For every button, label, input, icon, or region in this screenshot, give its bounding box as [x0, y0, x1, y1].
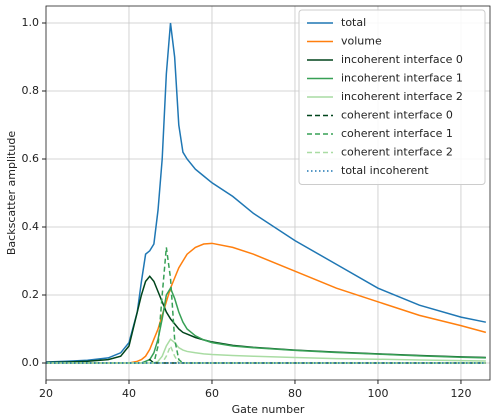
- x-tick-label: 120: [450, 387, 471, 400]
- x-tick-label: 40: [122, 387, 136, 400]
- y-tick-label: 0.0: [22, 356, 40, 369]
- legend-label: incoherent interface 1: [341, 72, 463, 85]
- y-axis-label: Backscatter amplitude: [5, 131, 18, 255]
- y-tick-label: 0.2: [22, 288, 40, 301]
- legend-label: total incoherent: [341, 164, 429, 177]
- x-tick-label: 60: [205, 387, 219, 400]
- series-line: [45, 275, 486, 364]
- series-line: [46, 344, 486, 364]
- x-axis-label: Gate number: [232, 403, 305, 416]
- legend-label: incoherent interface 0: [341, 53, 463, 66]
- legend-label: coherent interface 2: [341, 146, 453, 159]
- y-tick-label: 0.8: [22, 84, 40, 97]
- legend-label: volume: [341, 35, 382, 48]
- legend-label: coherent interface 1: [341, 127, 453, 140]
- plot-frame: [45, 5, 491, 381]
- series-line: [46, 286, 486, 364]
- legend-label: coherent interface 0: [341, 109, 453, 122]
- y-tick-label: 1.0: [22, 16, 40, 29]
- legend-box: [298, 9, 486, 185]
- x-tick-label: 100: [367, 387, 388, 400]
- y-tick-label: 0.4: [22, 220, 40, 233]
- series-line: [46, 242, 487, 364]
- y-tick-label: 0.6: [22, 152, 40, 165]
- series-line: [45, 22, 487, 363]
- legend-label: incoherent interface 2: [341, 90, 463, 103]
- x-tick-label: 20: [39, 387, 53, 400]
- series-line: [46, 338, 486, 364]
- x-tick-label: 80: [288, 387, 302, 400]
- legend-label: total: [341, 16, 366, 29]
